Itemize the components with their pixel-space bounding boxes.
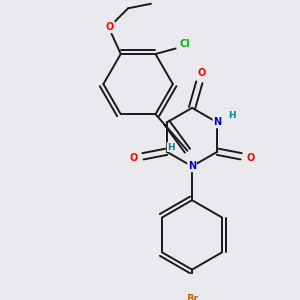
Text: N: N [213,118,221,128]
Text: H: H [167,142,175,152]
Text: Br: Br [186,294,198,300]
Text: N: N [188,161,196,171]
Text: Cl: Cl [179,39,190,49]
Text: O: O [106,22,114,32]
Text: O: O [130,153,138,163]
Text: O: O [198,68,206,78]
Text: H: H [228,111,236,120]
Text: O: O [246,153,254,163]
